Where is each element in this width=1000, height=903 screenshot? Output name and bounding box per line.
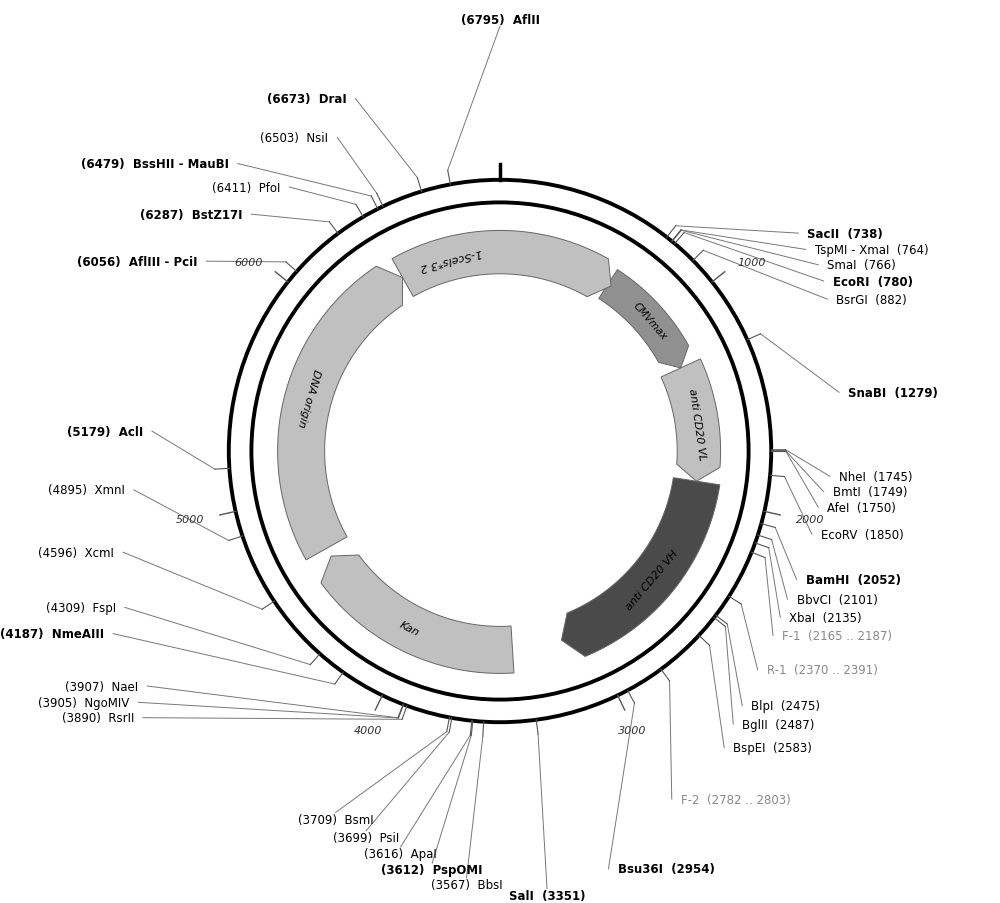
Text: EcoRI  (780): EcoRI (780)	[833, 275, 913, 288]
Polygon shape	[392, 231, 611, 297]
Text: (3612)  PspOMI: (3612) PspOMI	[381, 863, 483, 876]
Text: EcoRV  (1850): EcoRV (1850)	[821, 528, 904, 541]
Text: 5000: 5000	[175, 514, 204, 524]
Text: (6287)  BstZ17I: (6287) BstZ17I	[140, 209, 242, 221]
Polygon shape	[561, 478, 720, 656]
Polygon shape	[661, 359, 721, 481]
Text: NheI  (1745): NheI (1745)	[839, 470, 912, 483]
Text: (4596)  XcmI: (4596) XcmI	[38, 546, 114, 559]
Text: SnaBI  (1279): SnaBI (1279)	[848, 386, 938, 399]
Text: BmtI  (1749): BmtI (1749)	[833, 486, 907, 498]
Text: BamHI  (2052): BamHI (2052)	[806, 573, 901, 586]
Text: BsrGI  (882): BsrGI (882)	[836, 293, 907, 306]
Text: (3907)  NaeI: (3907) NaeI	[65, 680, 138, 693]
Text: (4187)  NmeAIII: (4187) NmeAIII	[0, 628, 104, 640]
Text: SalI  (3351): SalI (3351)	[509, 889, 585, 901]
Text: SacII  (738): SacII (738)	[807, 228, 883, 240]
Text: R-1  (2370 .. 2391): R-1 (2370 .. 2391)	[767, 664, 878, 676]
Text: (3567)  BbsI: (3567) BbsI	[431, 878, 502, 890]
Text: (6411)  PfoI: (6411) PfoI	[212, 182, 280, 194]
Text: F-2  (2782 .. 2803): F-2 (2782 .. 2803)	[681, 793, 791, 805]
Text: 1000: 1000	[737, 257, 766, 267]
Text: (3905)  NgoMIV: (3905) NgoMIV	[38, 696, 129, 709]
Text: TspMI - XmaI  (764): TspMI - XmaI (764)	[815, 244, 928, 256]
Text: (4895)  XmnI: (4895) XmnI	[48, 484, 125, 497]
Text: BglII  (2487): BglII (2487)	[742, 718, 815, 731]
Text: (5179)  AclI: (5179) AclI	[67, 425, 143, 438]
Text: XbaI  (2135): XbaI (2135)	[789, 611, 862, 624]
Text: 4000: 4000	[354, 725, 382, 735]
Text: anti CD20 VL: anti CD20 VL	[687, 387, 707, 461]
Text: 6000: 6000	[234, 257, 263, 267]
Text: (4309)  FspI: (4309) FspI	[46, 601, 116, 614]
Text: DNA origin: DNA origin	[296, 368, 321, 428]
Text: (6479)  BssHII - MauBI: (6479) BssHII - MauBI	[81, 158, 229, 171]
Polygon shape	[321, 555, 514, 674]
Text: BspEI  (2583): BspEI (2583)	[733, 741, 812, 754]
Text: Kan: Kan	[397, 619, 420, 638]
Text: 2000: 2000	[796, 514, 825, 524]
Text: (3890)  RsrII: (3890) RsrII	[62, 712, 134, 724]
Text: (6795)  AflII: (6795) AflII	[461, 14, 540, 27]
Text: BbvCI  (2101): BbvCI (2101)	[797, 593, 877, 606]
Polygon shape	[599, 270, 689, 368]
Text: 3000: 3000	[618, 725, 646, 735]
Text: Bsu36I  (2954): Bsu36I (2954)	[618, 862, 714, 875]
Text: CMVmax: CMVmax	[632, 301, 669, 342]
Text: 1-SceIs*3 2: 1-SceIs*3 2	[418, 247, 483, 272]
Text: F-1  (2165 .. 2187): F-1 (2165 .. 2187)	[782, 629, 892, 642]
Text: anti CD20 VH: anti CD20 VH	[623, 548, 680, 612]
Text: (6673)  DraI: (6673) DraI	[267, 93, 346, 106]
Text: SmaI  (766): SmaI (766)	[827, 259, 896, 272]
Text: (6056)  AflIII - PciI: (6056) AflIII - PciI	[77, 256, 197, 268]
Text: (3699)  PsiI: (3699) PsiI	[333, 831, 399, 843]
Text: (3616)  ApaI: (3616) ApaI	[364, 847, 437, 860]
Text: AfeI  (1750): AfeI (1750)	[827, 501, 896, 514]
Polygon shape	[278, 267, 403, 560]
Text: (6503)  NsiI: (6503) NsiI	[260, 132, 328, 144]
Text: BlpI  (2475): BlpI (2475)	[751, 700, 820, 712]
Text: (3709)  BsmI: (3709) BsmI	[298, 813, 373, 825]
